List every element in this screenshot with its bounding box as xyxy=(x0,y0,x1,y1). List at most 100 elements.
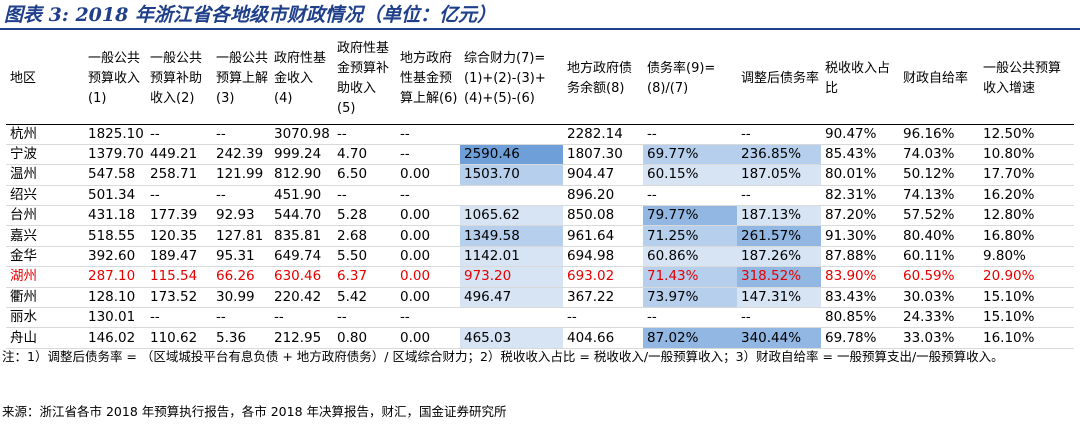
value-cell: -- xyxy=(643,307,737,329)
value-cell: 0.00 xyxy=(396,205,460,227)
value-cell: 392.60 xyxy=(84,246,146,268)
value-cell: 30.03% xyxy=(899,287,979,309)
value-cell: 20.90% xyxy=(979,266,1074,288)
value-cell: 261.57% xyxy=(737,225,821,247)
value-cell: 16.10% xyxy=(979,327,1074,349)
value-cell: 92.93 xyxy=(212,205,270,227)
value-cell: 1503.70 xyxy=(460,164,563,186)
value-cell: 1349.58 xyxy=(460,225,563,247)
value-cell: 287.10 xyxy=(84,266,146,288)
table-note: 注：1）调整后债务率 = （区域城投平台有息负债 + 地方政府债务）/ 区域综合… xyxy=(2,349,1004,364)
value-cell: 80.01% xyxy=(821,164,899,186)
value-cell: 82.31% xyxy=(821,185,899,207)
value-cell: 50.12% xyxy=(899,164,979,186)
value-cell: 0.00 xyxy=(396,266,460,288)
value-cell: 449.21 xyxy=(146,144,212,166)
value-cell: -- xyxy=(563,307,643,329)
region-cell: 台州 xyxy=(6,205,84,227)
value-cell: -- xyxy=(396,124,460,145)
value-cell: 16.80% xyxy=(979,225,1074,247)
value-cell: 6.37 xyxy=(333,266,396,288)
region-cell: 湖州 xyxy=(6,266,84,288)
value-cell: 4.70 xyxy=(333,144,396,166)
value-cell: 518.55 xyxy=(84,225,146,247)
column-header: 地区 xyxy=(6,36,84,125)
value-cell: 318.52% xyxy=(737,266,821,288)
value-cell: 110.62 xyxy=(146,327,212,349)
value-cell: 187.13% xyxy=(737,205,821,227)
value-cell: 1807.30 xyxy=(563,144,643,166)
value-cell: 95.31 xyxy=(212,246,270,268)
value-cell: 5.28 xyxy=(333,205,396,227)
table-row: 金华 392.60 189.47 95.31 649.74 5.50 0.00 1142.01… xyxy=(6,246,1074,268)
value-cell: 79.77% xyxy=(643,205,737,227)
value-cell: -- xyxy=(146,124,212,145)
value-cell: 812.90 xyxy=(270,164,333,186)
value-cell: 60.11% xyxy=(899,246,979,268)
value-cell: 69.78% xyxy=(821,327,899,349)
value-cell: 5.36 xyxy=(212,327,270,349)
region-cell: 金华 xyxy=(6,246,84,268)
value-cell: -- xyxy=(396,307,460,329)
column-header: 税收收入占比 xyxy=(821,36,899,125)
value-cell: 71.43% xyxy=(643,266,737,288)
value-cell: 835.81 xyxy=(270,225,333,247)
value-cell: 404.66 xyxy=(563,327,643,349)
value-cell: 5.42 xyxy=(333,287,396,309)
value-cell: 2.68 xyxy=(333,225,396,247)
value-cell: 80.85% xyxy=(821,307,899,329)
region-cell: 衢州 xyxy=(6,287,84,309)
value-cell: 60.86% xyxy=(643,246,737,268)
value-cell: 547.58 xyxy=(84,164,146,186)
value-cell: 0.00 xyxy=(396,164,460,186)
value-cell: 120.35 xyxy=(146,225,212,247)
region-cell: 丽水 xyxy=(6,307,84,329)
value-cell: 33.03% xyxy=(899,327,979,349)
value-cell: 242.39 xyxy=(212,144,270,166)
value-cell: 465.03 xyxy=(460,327,563,349)
value-cell: 649.74 xyxy=(270,246,333,268)
value-cell: 693.02 xyxy=(563,266,643,288)
value-cell: 127.81 xyxy=(212,225,270,247)
value-cell: 173.52 xyxy=(146,287,212,309)
value-cell: 896.20 xyxy=(563,185,643,207)
table-row: 丽水 130.01 -- -- -- -- -- -- -- -- 80.85% 24.33% 15.1… xyxy=(6,307,1074,329)
value-cell: 71.25% xyxy=(643,225,737,247)
value-cell: 1379.70 xyxy=(84,144,146,166)
value-cell: 236.85% xyxy=(737,144,821,166)
value-cell: 850.08 xyxy=(563,205,643,227)
value-cell: 15.10% xyxy=(979,287,1074,309)
value-cell: 1142.01 xyxy=(460,246,563,268)
value-cell: 6.50 xyxy=(333,164,396,186)
figure-title: 图表 3: 2018 年浙江省各地级市财政情况（单位：亿元） xyxy=(0,0,1080,30)
value-cell: 15.10% xyxy=(979,307,1074,329)
column-header: 一般公共预算收入(1) xyxy=(84,36,146,125)
table-row: 杭州 1825.10 -- -- 3070.98 -- -- 2282.14 -- -- 90.47… xyxy=(6,124,1074,145)
value-cell: 451.90 xyxy=(270,185,333,207)
value-cell: -- xyxy=(737,185,821,207)
value-cell: 10.80% xyxy=(979,144,1074,166)
value-cell: -- xyxy=(643,124,737,145)
column-header: 调整后债务率 xyxy=(737,36,821,125)
value-cell: 187.05% xyxy=(737,164,821,186)
column-header: 地方政府性基金预算上解(6) xyxy=(396,36,460,125)
value-cell: -- xyxy=(212,124,270,145)
column-header: 地方政府债务余额(8) xyxy=(563,36,643,125)
region-cell: 杭州 xyxy=(6,124,84,145)
value-cell: 69.77% xyxy=(643,144,737,166)
value-cell: 501.34 xyxy=(84,185,146,207)
table-body: 杭州 1825.10 -- -- 3070.98 -- -- 2282.14 -- -- 90.47… xyxy=(6,124,1074,349)
column-header: 一般公共预算上解(3) xyxy=(212,36,270,125)
table-source: 来源：浙江省各市 2018 年预算执行报告，各市 2018 年决算报告，财汇，国… xyxy=(2,404,507,419)
column-header: 综合财力(7)=(1)+(2)-(3)+(4)+(5)-(6) xyxy=(460,36,563,125)
value-cell: 83.43% xyxy=(821,287,899,309)
value-cell: 83.90% xyxy=(821,266,899,288)
value-cell: 128.10 xyxy=(84,287,146,309)
value-cell: 212.95 xyxy=(270,327,333,349)
value-cell: 0.80 xyxy=(333,327,396,349)
value-cell: 146.02 xyxy=(84,327,146,349)
value-cell: -- xyxy=(396,144,460,166)
value-cell: 96.16% xyxy=(899,124,979,145)
value-cell: 973.20 xyxy=(460,266,563,288)
value-cell: 16.20% xyxy=(979,185,1074,207)
